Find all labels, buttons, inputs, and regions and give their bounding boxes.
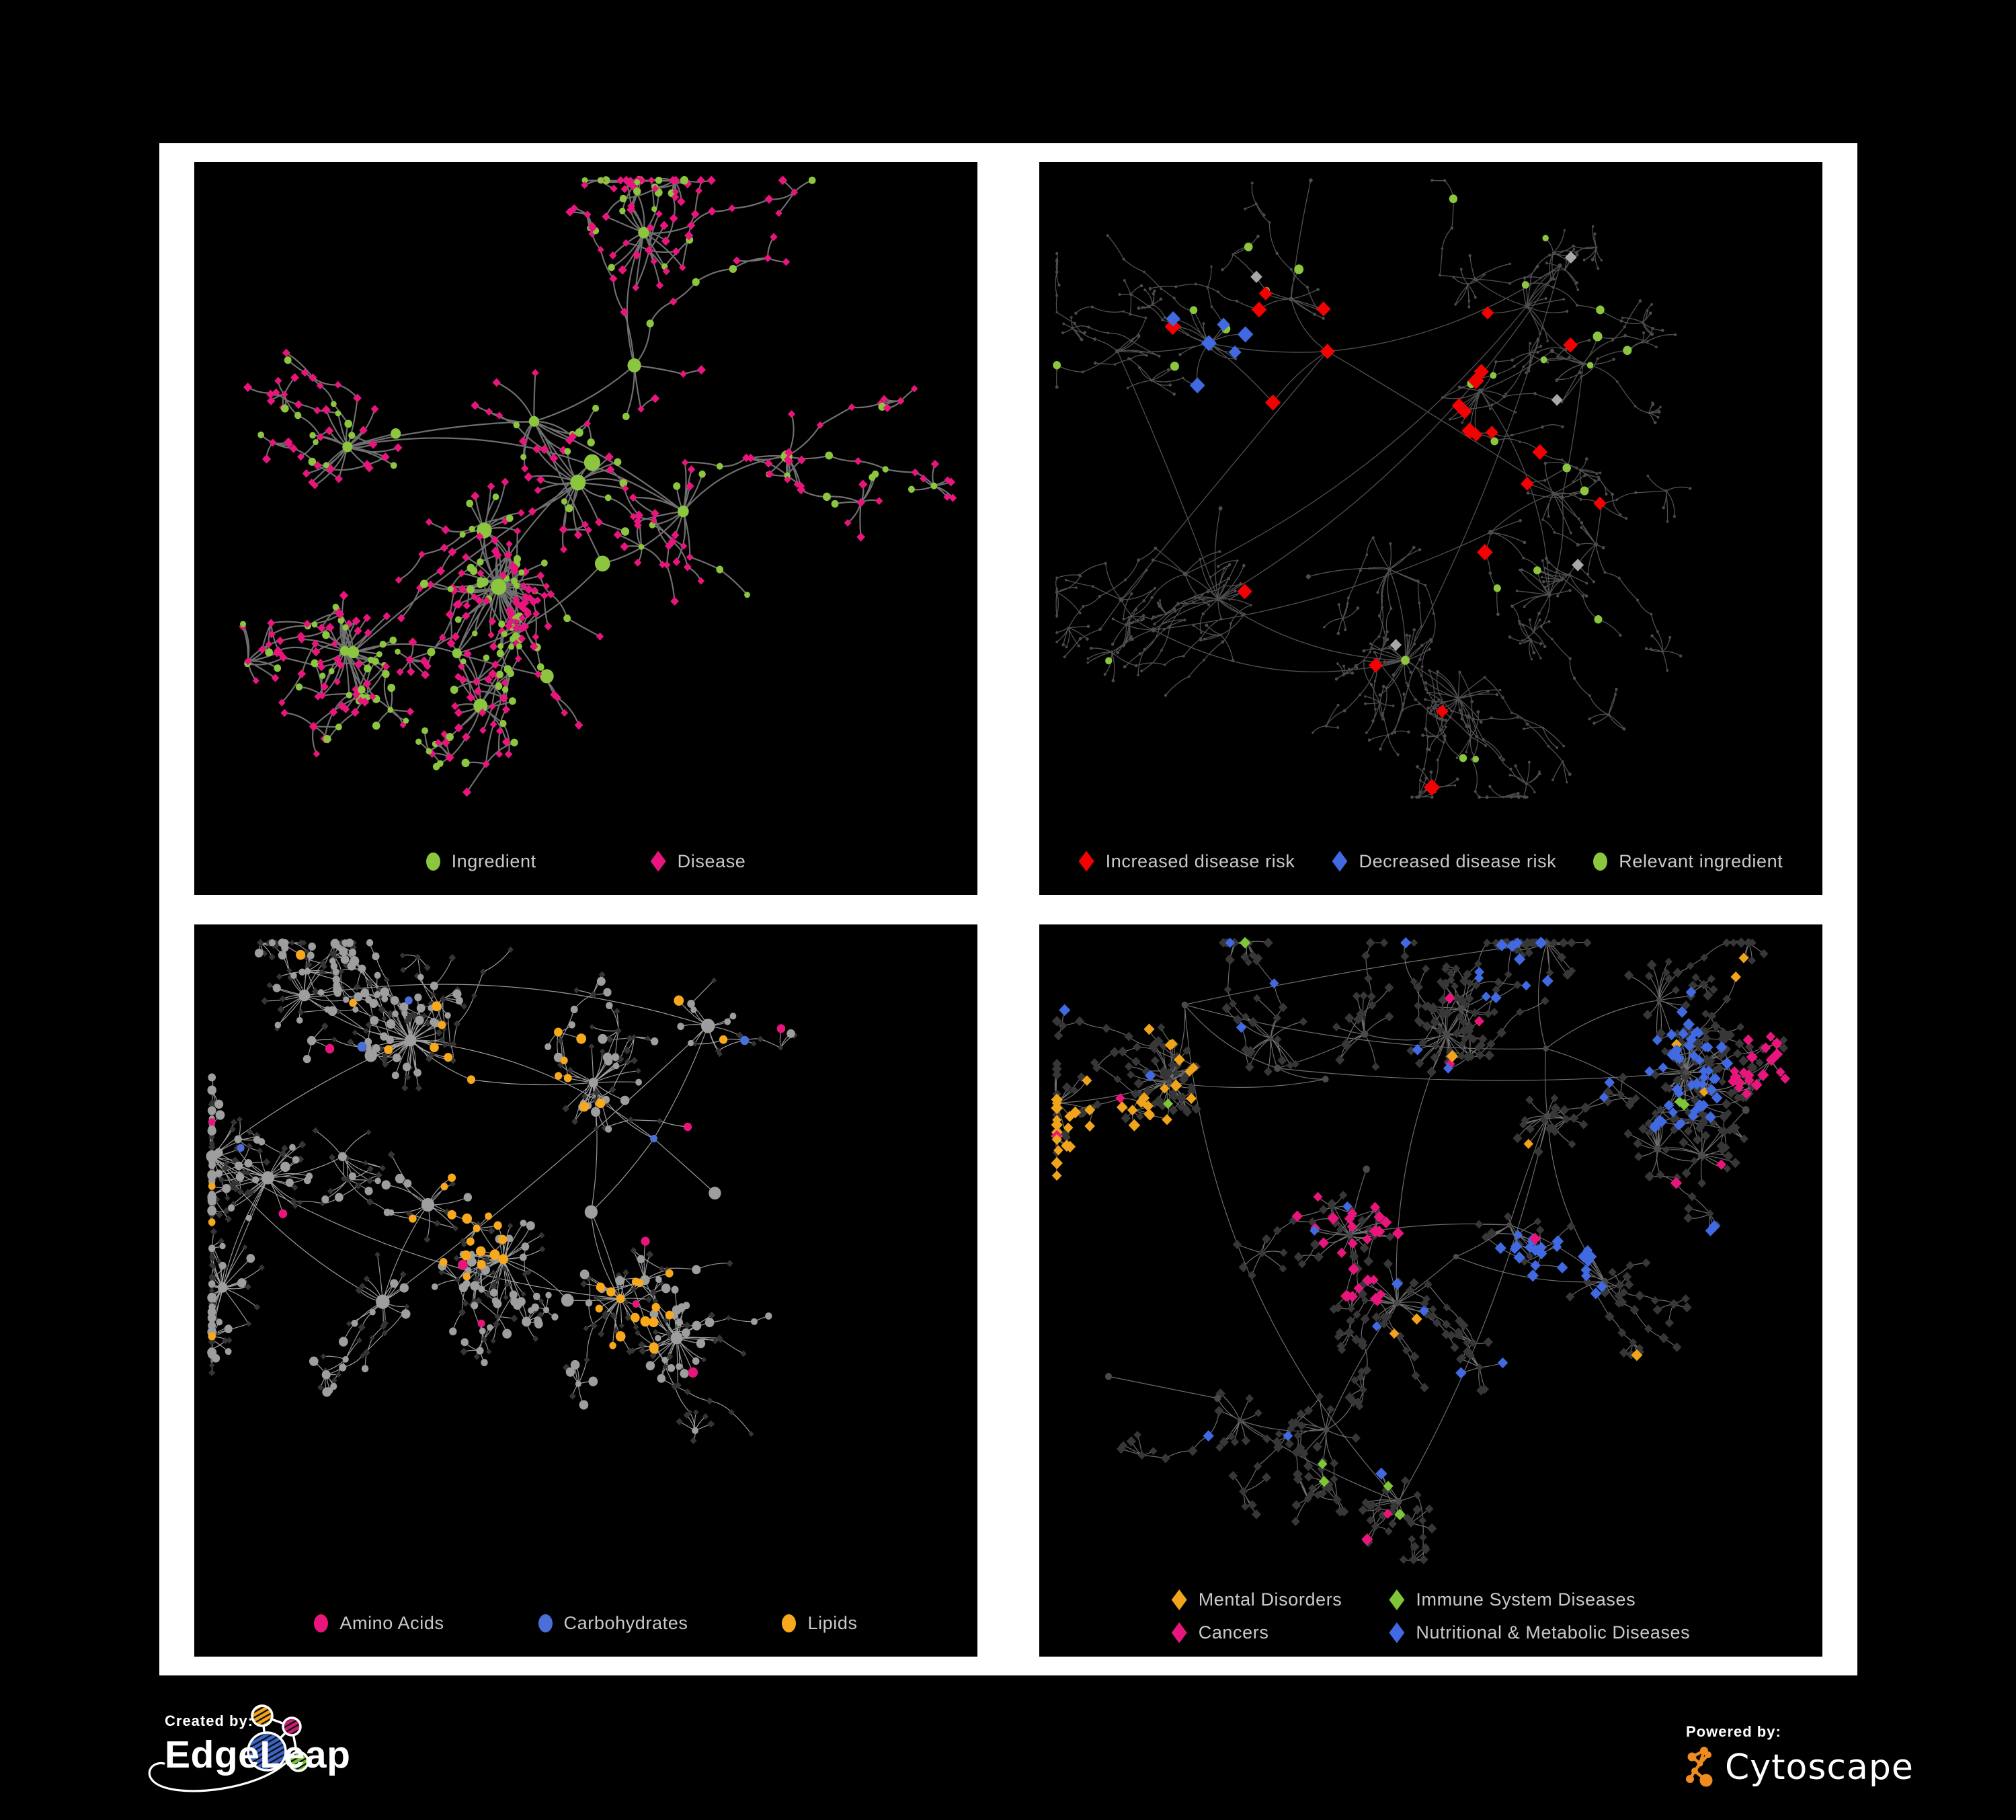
powered-by-label: Powered by:: [1686, 1723, 1781, 1740]
legend-label-mental-disorders: Mental Disorders: [1198, 1589, 1342, 1610]
legend-item-amino-acids: Amino Acids: [314, 1613, 444, 1634]
legend-label-increased-risk: Increased disease risk: [1105, 850, 1295, 871]
legend-item-increased-risk: Increased disease risk: [1078, 850, 1295, 872]
cancers-swatch: [1171, 1622, 1187, 1643]
mental-disorders-swatch: [1171, 1589, 1187, 1610]
legend-label-ingredient: Ingredient: [451, 850, 536, 871]
network-graph-disease-risk: [1053, 178, 1692, 799]
legend-item-nutritional-metabolic-diseases: Nutritional & Metabolic Diseases: [1389, 1622, 1690, 1643]
legend-label-immune-system-diseases: Immune System Diseases: [1416, 1589, 1636, 1610]
powered-by-block: Powered by: Cytoscape: [1686, 1723, 1914, 1790]
decreased-risk-swatch: [1332, 850, 1348, 872]
network-graph-disease-classes: [1051, 936, 1790, 1565]
increased-risk-swatch: [1078, 850, 1094, 872]
legend-item-cancers: Cancers: [1171, 1622, 1342, 1643]
legend-item-mental-disorders: Mental Disorders: [1171, 1589, 1342, 1610]
legend-item-carbohydrates: Carbohydrates: [538, 1613, 688, 1634]
edgeleap-wordmark: EdgeLeap: [165, 1733, 351, 1776]
panel-grid: Ingredient Disease Increased disease ris…: [159, 143, 1857, 1675]
immune-system-diseases-swatch: [1389, 1589, 1405, 1610]
legend-label-nutritional-metabolic-diseases: Nutritional & Metabolic Diseases: [1416, 1622, 1691, 1643]
legend-disease-risk: Increased disease risk Decreased disease…: [1039, 850, 1822, 872]
legend-label-lipids: Lipids: [807, 1613, 858, 1633]
disease-node-swatch: [650, 850, 666, 872]
ingredient-node-swatch: [426, 852, 440, 871]
panel-disease-classes: Mental Disorders Immune System Diseases …: [1039, 924, 1822, 1657]
legend-item-ingredient: Ingredient: [426, 851, 536, 872]
lipids-swatch: [782, 1614, 797, 1632]
legend-disease-classes: Mental Disorders Immune System Diseases …: [1039, 1589, 1822, 1643]
panel-disease-risk: Increased disease risk Decreased disease…: [1039, 162, 1822, 895]
legend-label-carbohydrates: Carbohydrates: [563, 1613, 688, 1633]
panel-ingredient-disease: Ingredient Disease: [194, 162, 977, 895]
legend-item-decreased-risk: Decreased disease risk: [1332, 850, 1557, 872]
legend-ingredient-disease: Ingredient Disease: [194, 850, 977, 872]
legend-item-lipids: Lipids: [782, 1613, 857, 1634]
created-by-label: Created by:: [165, 1712, 254, 1729]
legend-item-immune-system-diseases: Immune System Diseases: [1389, 1589, 1690, 1610]
legend-label-cancers: Cancers: [1198, 1622, 1269, 1643]
network-graph-ingredient-disease: [239, 175, 957, 797]
legend-label-disease: Disease: [677, 850, 746, 871]
legend-item-relevant-ingredient: Relevant ingredient: [1593, 851, 1783, 872]
relevant-ingredient-swatch: [1593, 852, 1608, 871]
cytoscape-logo-icon: [1686, 1747, 1713, 1787]
legend-label-amino-acids: Amino Acids: [339, 1613, 444, 1633]
cytoscape-wordmark: Cytoscape: [1725, 1747, 1914, 1788]
created-by-block: Created by: EdgeLeap: [148, 1704, 351, 1792]
nutritional-metabolic-diseases-swatch: [1389, 1622, 1405, 1643]
legend-ingredient-classes: Amino Acids Carbohydrates Lipids: [194, 1613, 977, 1634]
legend-label-decreased-risk: Decreased disease risk: [1359, 850, 1557, 871]
legend-item-disease: Disease: [650, 850, 746, 872]
network-graph-ingredient-classes: [206, 938, 798, 1444]
legend-label-relevant-ingredient: Relevant ingredient: [1619, 850, 1783, 871]
amino-acids-swatch: [314, 1614, 329, 1632]
carbohydrates-swatch: [538, 1614, 553, 1632]
panel-ingredient-classes: Amino Acids Carbohydrates Lipids: [194, 924, 977, 1657]
